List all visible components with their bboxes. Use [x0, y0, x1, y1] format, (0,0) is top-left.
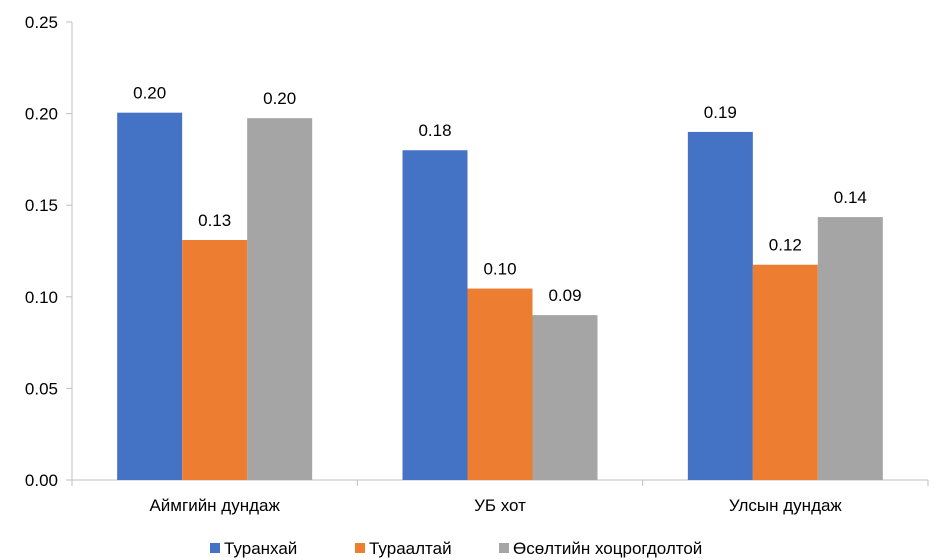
- bar: [468, 289, 533, 480]
- data-label: 0.19: [704, 103, 737, 122]
- y-tick-label: 0.15: [25, 196, 58, 215]
- data-label: 0.12: [769, 236, 802, 255]
- legend-swatch: [499, 543, 509, 553]
- bar: [403, 150, 468, 480]
- y-tick-label: 0.25: [25, 13, 58, 32]
- bar: [117, 113, 182, 480]
- x-category-label: УБ хот: [474, 496, 526, 515]
- data-label: 0.20: [133, 84, 166, 103]
- y-tick-label: 0.10: [25, 288, 58, 307]
- bar: [818, 217, 883, 480]
- data-label: 0.18: [418, 121, 451, 140]
- y-tick-label: 0.00: [25, 471, 58, 490]
- data-label: 0.09: [548, 286, 581, 305]
- bar: [182, 240, 247, 480]
- bars: 0.20 0.13 0.20 0.18 0.10 0.09 0.19 0.12 0.14: [117, 84, 883, 480]
- legend-label: Өсөлтийн хоцрогдолтой: [513, 539, 702, 558]
- x-category-label: Улсын дундаж: [729, 496, 843, 515]
- y-tick-label: 0.05: [25, 379, 58, 398]
- legend-swatch: [210, 543, 220, 553]
- legend: Туранхай Тураалтай Өсөлтийн хоцрогдолтой: [210, 539, 702, 558]
- bar: [688, 132, 753, 480]
- data-label: 0.20: [263, 89, 296, 108]
- data-label: 0.10: [483, 260, 516, 279]
- data-label: 0.14: [834, 188, 867, 207]
- legend-label: Тураалтай: [369, 539, 452, 558]
- bar: [533, 315, 598, 480]
- legend-swatch: [355, 543, 365, 553]
- bar: [247, 118, 312, 480]
- y-tick-label: 0.20: [25, 105, 58, 124]
- data-label: 0.13: [198, 211, 231, 230]
- bar: [753, 265, 818, 480]
- x-category-label: Аймгийн дундаж: [149, 496, 280, 515]
- legend-label: Туранхай: [224, 539, 297, 558]
